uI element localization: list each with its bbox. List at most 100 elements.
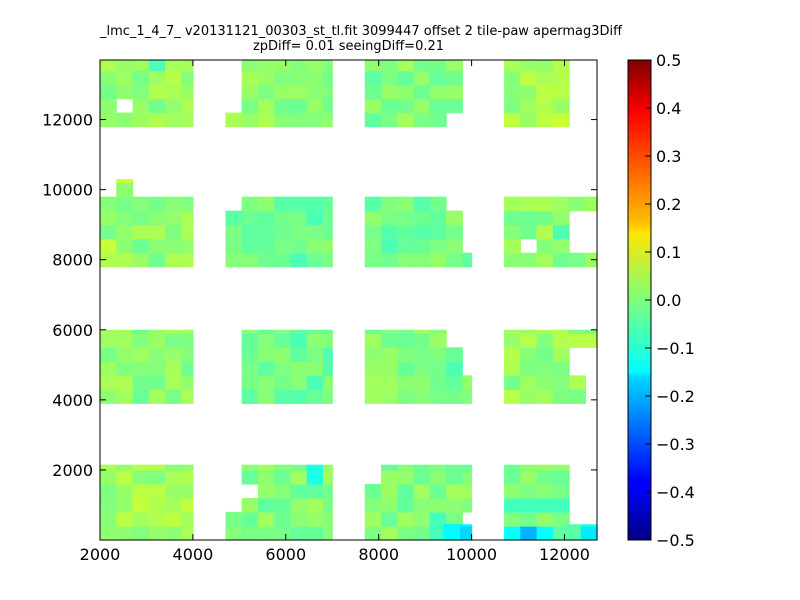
heatmap-cell <box>116 361 134 376</box>
heatmap-cell <box>306 60 324 72</box>
heatmap-cell <box>520 252 538 268</box>
heatmap-cell <box>504 60 521 72</box>
heatmap-cell <box>520 60 538 72</box>
plot-frame <box>99 59 598 541</box>
heatmap-cell <box>241 60 259 72</box>
heatmap-cell <box>181 112 194 128</box>
heatmap-cell <box>241 347 259 362</box>
heatmap-cell <box>429 224 447 240</box>
heatmap-cell <box>397 511 415 527</box>
heatmap-cell <box>520 464 538 471</box>
heatmap-cell <box>364 252 382 268</box>
heatmap-cell <box>290 511 308 527</box>
heatmap-cell <box>504 525 521 541</box>
heatmap-cell <box>364 497 382 513</box>
heatmap-cell <box>504 238 521 254</box>
heatmap-cell <box>552 84 570 100</box>
heatmap-cell <box>274 483 292 499</box>
colorbar-tick-label: −0.4 <box>656 483 695 502</box>
heatmap-cell <box>429 483 447 499</box>
heatmap-cell <box>569 333 586 348</box>
heatmap-cell <box>241 389 259 404</box>
y-axis: 2000 4000 6000 8000 10000 12000 <box>42 111 597 480</box>
heatmap-cell <box>274 252 292 268</box>
chart-title: _lmc_1_4_7_ v20131121_00303_st_tl.fit 30… <box>100 24 622 54</box>
heatmap-cell <box>536 469 554 485</box>
heatmap-cell <box>181 375 194 390</box>
heatmap-cell <box>132 70 150 86</box>
heatmap-cell <box>413 361 431 376</box>
heatmap-cell <box>165 224 182 240</box>
heatmap-cell <box>148 389 166 404</box>
heatmap-cell <box>564 524 582 527</box>
heatmap-cell <box>520 112 538 128</box>
heatmap-cell <box>132 525 150 541</box>
heatmap-cell <box>100 347 117 362</box>
heatmap-cell <box>381 84 398 100</box>
heatmap-cell <box>536 347 554 362</box>
heatmap-cell <box>257 60 275 72</box>
heatmap-cell <box>257 389 275 404</box>
heatmap-cell <box>100 497 117 513</box>
heatmap-cell <box>100 196 117 212</box>
heatmap-cell <box>413 224 431 240</box>
heatmap-cell <box>181 347 194 362</box>
heatmap-cell <box>569 389 586 404</box>
heatmap-cell <box>132 347 150 362</box>
heatmap-cell <box>181 464 194 471</box>
heatmap-cell <box>274 224 292 240</box>
heatmap-cell <box>274 210 292 226</box>
heatmap-cell <box>116 70 134 86</box>
heatmap-cell <box>585 196 598 212</box>
heatmap-cell <box>381 224 398 240</box>
heatmap-cell <box>165 238 182 254</box>
heatmap-cell <box>116 525 134 541</box>
heatmap-cell <box>100 361 117 376</box>
heatmap-cell <box>148 525 166 541</box>
heatmap-cell <box>274 196 292 212</box>
heatmap-cell <box>322 238 333 254</box>
heatmap-cell <box>397 224 415 240</box>
heatmap-cell <box>132 483 150 499</box>
heatmap-cell <box>181 525 194 541</box>
heatmap-cell <box>181 70 194 86</box>
plot-background <box>100 60 597 540</box>
heatmap-cell <box>322 70 333 86</box>
heatmap-cell <box>132 389 150 404</box>
colorbar-ticks: 0.5 0.4 0.3 0.2 0.1 0.0 −0.1 −0.2 −0.3 −0.4 −0.5 <box>645 51 695 550</box>
y-tick-label: 10000 <box>42 181 93 200</box>
heatmap-cell <box>100 389 117 404</box>
heatmap-cell <box>397 375 415 390</box>
heatmap-cell <box>413 469 431 485</box>
heatmap-cell <box>116 497 134 513</box>
heatmap-cell <box>552 464 570 471</box>
heatmap-cell <box>132 210 150 226</box>
heatmap-cell <box>413 252 431 268</box>
heatmap-cell <box>446 224 463 240</box>
heatmap-cell <box>274 347 292 362</box>
heatmap-cell <box>257 210 275 226</box>
heatmap-cell <box>580 524 598 527</box>
heatmap-cell <box>504 497 521 513</box>
heatmap-cell <box>536 60 554 72</box>
heatmap-cell <box>446 464 463 471</box>
heatmap-cell <box>504 329 521 334</box>
heatmap-cell <box>462 375 473 390</box>
heatmap-cell <box>322 329 333 334</box>
heatmap-cell <box>225 511 243 527</box>
heatmap-cell <box>165 525 182 541</box>
heatmap-cell <box>148 329 166 334</box>
colorbar-tick-label: −0.1 <box>656 339 695 358</box>
heatmap-cell <box>446 252 463 268</box>
heatmap-cell <box>536 210 554 226</box>
heatmap-cell <box>100 464 117 471</box>
heatmap-cell <box>290 196 308 212</box>
heatmap-cell <box>446 60 463 72</box>
heatmap-cell <box>322 361 333 376</box>
heatmap-cell <box>536 224 554 240</box>
heatmap-cell <box>429 238 447 254</box>
heatmap-cell <box>429 196 447 212</box>
heatmap-cell <box>241 238 259 254</box>
heatmap-cell <box>504 389 521 404</box>
heatmap-cell <box>290 210 308 226</box>
